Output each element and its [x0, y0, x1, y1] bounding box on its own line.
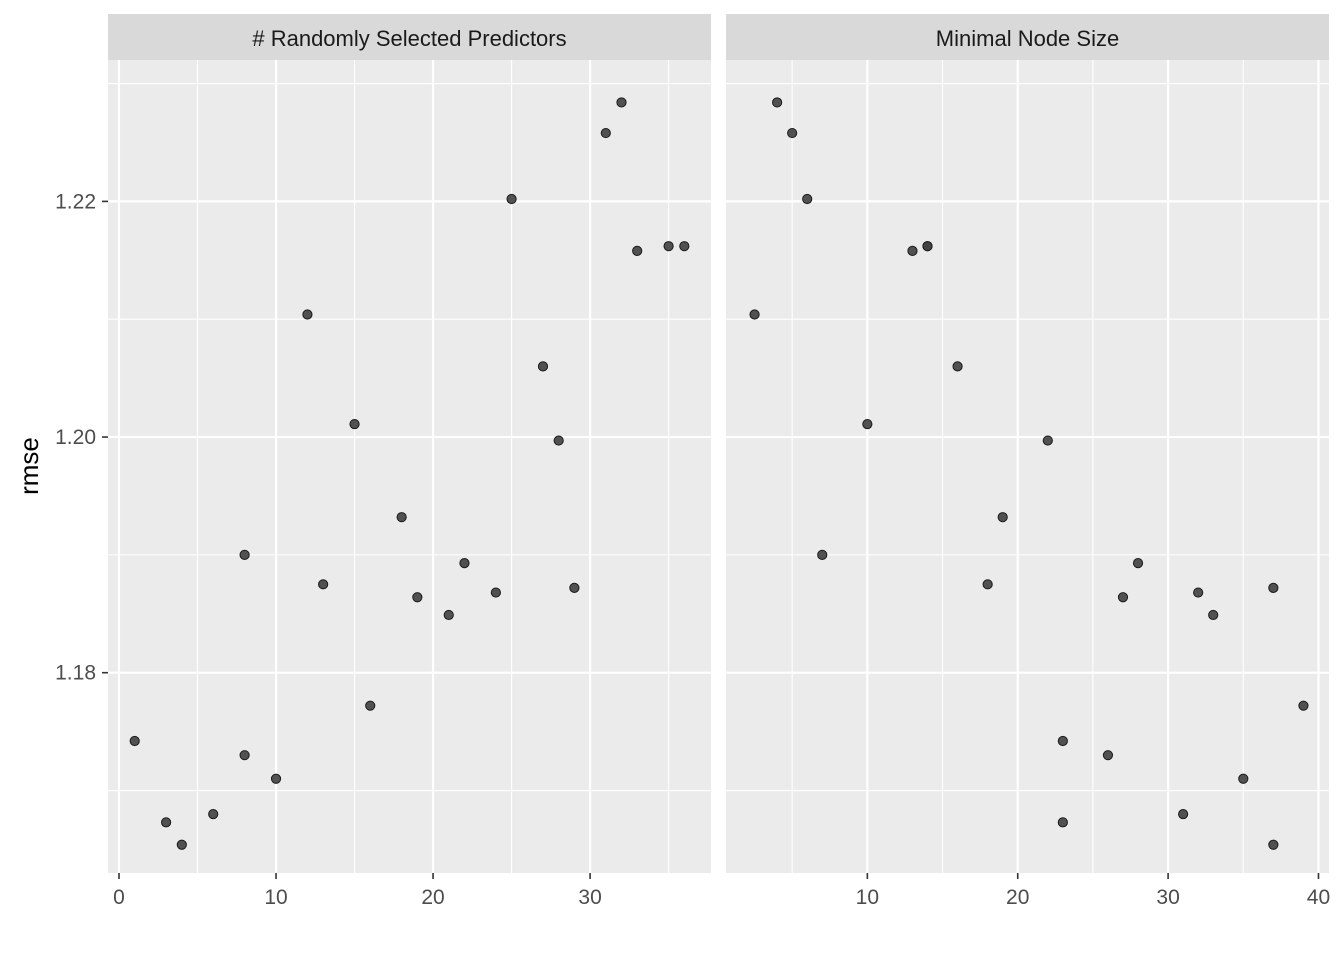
data-point: [129, 735, 140, 747]
data-point: [1057, 817, 1068, 828]
data-point: [679, 241, 690, 252]
data-point: [412, 592, 423, 603]
data-point: [1102, 750, 1114, 761]
data-point: [270, 773, 282, 784]
data-point: [997, 512, 1008, 523]
data-point: [1208, 609, 1219, 621]
data-point: [1132, 558, 1144, 569]
data-point: [443, 609, 454, 621]
data-point: [1268, 839, 1279, 850]
strip-randomly-selected-predictors: [108, 14, 711, 60]
data-point: [349, 418, 360, 430]
plot-panel-minimal-node-size: [726, 60, 1329, 873]
x-tick-label: 30: [1156, 886, 1179, 909]
data-point: [553, 435, 564, 446]
data-point: [663, 241, 674, 252]
data-point: [600, 127, 611, 139]
data-point: [459, 558, 470, 569]
y-tick-label: 1.18: [55, 662, 96, 685]
panel-minimal-node-size: Minimal Node Size 10 20 30 40: [726, 14, 1330, 909]
data-point: [490, 587, 501, 598]
data-point: [506, 193, 517, 205]
x-tick-label: 10: [264, 886, 287, 909]
strip-title-minimal-node-size: Minimal Node Size: [936, 26, 1119, 51]
data-point: [1298, 700, 1309, 711]
x-tick-label: 0: [113, 886, 125, 909]
data-point: [616, 97, 627, 108]
x-axis-randomly-selected-predictors: 0 10 20 30: [113, 873, 602, 909]
x-tick-label: 20: [421, 886, 444, 909]
data-point: [239, 750, 250, 761]
panel-randomly-selected-predictors: # Randomly Selected Predictors 0 10 20 30: [108, 14, 711, 909]
data-point: [537, 361, 549, 372]
x-axis-minimal-node-size: 10 20 30 40: [856, 873, 1330, 909]
data-point: [569, 582, 580, 593]
data-point: [907, 245, 918, 256]
data-point: [318, 579, 329, 590]
data-point: [922, 241, 933, 252]
x-tick-label: 20: [1006, 886, 1029, 909]
y-axis: 1.18 1.20 1.22: [55, 190, 108, 685]
data-point: [1178, 808, 1189, 820]
data-point: [239, 549, 250, 560]
data-point: [772, 97, 783, 108]
x-tick-label: 30: [578, 886, 601, 909]
x-tick-label: 40: [1307, 886, 1330, 909]
data-point: [1042, 435, 1053, 446]
data-point: [1268, 582, 1279, 593]
x-tick-label: 10: [856, 886, 879, 909]
data-point: [1057, 735, 1068, 747]
data-point: [365, 700, 376, 711]
data-point: [396, 512, 407, 523]
data-point: [1238, 773, 1249, 784]
points-minimal-node-size: [749, 97, 1309, 850]
data-point: [1117, 592, 1129, 603]
strip-minimal-node-size: [726, 14, 1329, 60]
data-point: [787, 127, 798, 139]
data-point: [208, 808, 219, 820]
grid-randomly-selected-predictors: [108, 60, 711, 873]
data-point: [952, 361, 963, 372]
y-tick-label: 1.22: [55, 190, 96, 213]
data-point: [176, 839, 187, 850]
data-point: [817, 549, 828, 560]
strip-title-randomly-selected-predictors: # Randomly Selected Predictors: [252, 26, 566, 51]
data-point: [862, 418, 873, 430]
data-point: [982, 579, 993, 590]
data-point: [161, 817, 172, 828]
data-point: [632, 245, 643, 256]
data-point: [1193, 587, 1204, 598]
plot-panel-randomly-selected-predictors: [108, 60, 711, 873]
data-point: [749, 309, 760, 320]
y-axis-title: rmse: [14, 437, 44, 495]
data-point: [802, 193, 813, 205]
y-tick-label: 1.20: [55, 426, 96, 449]
data-point: [302, 309, 313, 320]
points-randomly-selected-predictors: [129, 97, 690, 850]
